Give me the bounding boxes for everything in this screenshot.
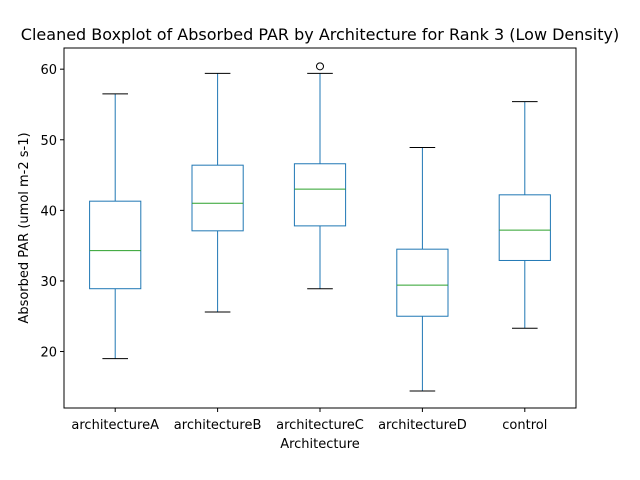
- x-axis-label: Architecture: [280, 437, 360, 452]
- x-tick-label: architectureC: [276, 418, 364, 433]
- y-tick-label: 30: [40, 275, 57, 290]
- y-tick-label: 40: [40, 204, 57, 219]
- y-axis-label: Absorbed PAR (umol m-2 s-1): [17, 132, 32, 323]
- x-tick-label: architectureB: [174, 418, 262, 433]
- box-architecturec: [293, 163, 347, 227]
- x-tick-label: architectureD: [378, 418, 467, 433]
- box-architectureb: [191, 164, 244, 232]
- box-control: [498, 194, 551, 261]
- y-tick-label: 60: [40, 63, 57, 78]
- plot-area-frame: [63, 47, 577, 409]
- outlier-point-architecturec: [316, 62, 324, 71]
- x-tick-label: architectureA: [71, 418, 159, 433]
- box-architecturea: [89, 200, 142, 290]
- y-tick-label: 50: [40, 134, 57, 149]
- chart-title: Cleaned Boxplot of Absorbed PAR by Archi…: [21, 25, 619, 44]
- y-tick-label: 20: [40, 346, 57, 361]
- x-tick-label: control: [502, 418, 547, 433]
- box-architectured: [396, 248, 449, 317]
